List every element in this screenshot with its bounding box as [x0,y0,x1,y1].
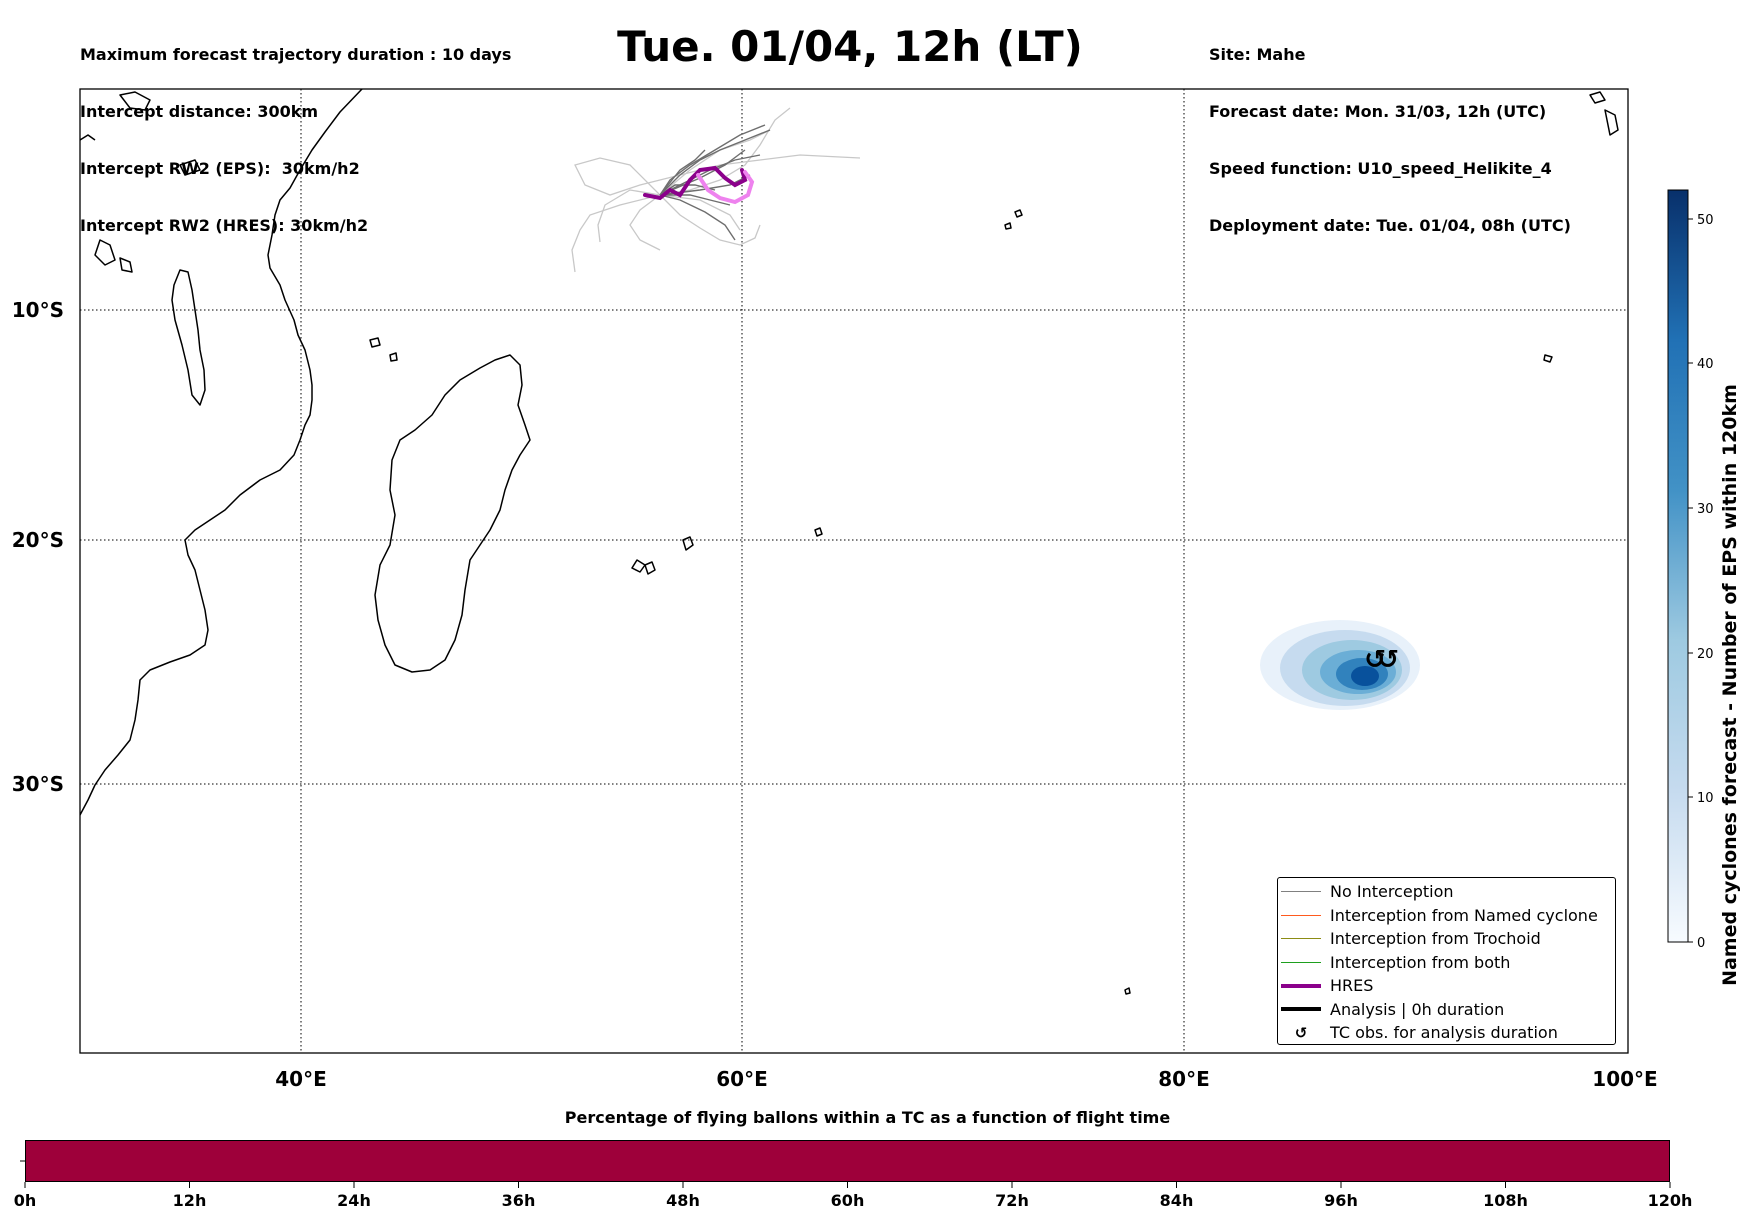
map-gridlines [80,89,1628,1053]
legend-line-green [1281,961,1321,963]
svg-text:↺: ↺ [1377,645,1399,675]
flight-time-bar [25,1140,1670,1182]
legend-item-tc-obs: ↺ TC obs. for analysis duration [1278,1021,1615,1045]
header-forecast-date: Forecast date: Mon. 31/03, 12h (UTC) [1209,102,1547,121]
cyclone-obs-symbol: ↺ [1364,645,1386,675]
bb-tick-108h: 108h [1483,1191,1528,1210]
bottom-bar-tick-labels: 0h 12h 24h 36h 48h 60h 72h 84h 96h 108h … [14,1191,1693,1210]
colorbar-label: Named cyclones forecast - Number of EPS … [1719,384,1741,986]
header-site: Site: Mahe [1209,45,1306,64]
hres-trajectory [643,165,748,201]
coastlines [80,89,1619,995]
bb-tick-24h: 24h [337,1191,371,1210]
cb-tick-40: 40 [1697,357,1714,372]
legend-line-olive [1281,938,1321,940]
lat-tick-20S: 20°S [12,528,64,552]
bb-tick-12h: 12h [173,1191,207,1210]
bb-tick-0h: 0h [14,1191,37,1210]
bb-tick-48h: 48h [666,1191,700,1210]
bb-tick-84h: 84h [1160,1191,1194,1210]
lon-tick-40: 40°E [275,1067,327,1091]
lon-tick-100: 100°E [1592,1067,1657,1091]
legend-line-orange [1281,914,1321,916]
eps-trajectories-light [571,107,861,273]
bottom-bar-ticks [20,1160,1671,1188]
map-frame [79,88,1629,1054]
lat-tick-30S: 30°S [12,772,64,796]
cb-tick-0: 0 [1697,936,1705,951]
colorbar-ticks [1688,218,1693,943]
bb-tick-96h: 96h [1324,1191,1358,1210]
colorbar-tick-labels: 0 10 20 30 40 50 [1697,213,1714,951]
tc-obs-icon: ↺ [1294,1023,1308,1042]
legend-line-purple [1281,983,1321,988]
colorbar [1667,189,1689,943]
africa-coastline [80,89,363,816]
header-intercept-distance: Intercept distance: 300km [80,102,319,121]
legend-line-gray [1281,891,1321,893]
bb-tick-120h: 120h [1648,1191,1693,1210]
cb-tick-30: 30 [1697,502,1714,517]
lon-tick-80: 80°E [1158,1067,1210,1091]
bb-tick-72h: 72h [995,1191,1029,1210]
map-title: Tue. 01/04, 12h (LT) [617,22,1083,71]
cb-tick-50: 50 [1697,213,1714,228]
lat-tick-labels: 10°S 20°S 30°S [12,298,64,796]
lon-tick-labels: 40°E 60°E 80°E 100°E [275,1067,1657,1091]
legend-item-both: Interception from both [1278,951,1615,975]
header-right-info: Site: Mahe Forecast date: Mon. 31/03, 12… [1209,7,1571,254]
header-intercept-hres: Intercept RW2 (HRES): 30km/h2 [80,216,369,235]
legend-item-trochoid: Interception from Trochoid [1278,927,1615,951]
madagascar-coastline [374,354,531,673]
header-left-info: Maximum forecast trajectory duration : 1… [80,7,511,254]
cyclone-density-field [1260,620,1420,710]
legend-item-hres: HRES [1278,974,1615,998]
legend-item-no-interception: No Interception [1278,880,1615,904]
map-legend: No Interception Interception from Named … [1277,877,1616,1045]
bb-tick-36h: 36h [502,1191,536,1210]
cb-tick-10: 10 [1697,791,1714,806]
legend-item-analysis: Analysis | 0h duration [1278,998,1615,1022]
header-deployment-date: Deployment date: Tue. 01/04, 08h (UTC) [1209,216,1571,235]
bb-tick-60h: 60h [831,1191,865,1210]
lat-tick-10S: 10°S [12,298,64,322]
cb-tick-20: 20 [1697,647,1714,662]
lon-tick-60: 60°E [716,1067,768,1091]
legend-item-named-cyclone: Interception from Named cyclone [1278,904,1615,928]
bottom-bar-title: Percentage of flying ballons within a TC… [564,1108,1171,1127]
header-speed-function: Speed function: U10_speed_Helikite_4 [1209,159,1552,178]
hres-trajectory-late [696,170,755,205]
header-duration: Maximum forecast trajectory duration : 1… [80,45,512,64]
legend-line-black [1281,1007,1321,1012]
